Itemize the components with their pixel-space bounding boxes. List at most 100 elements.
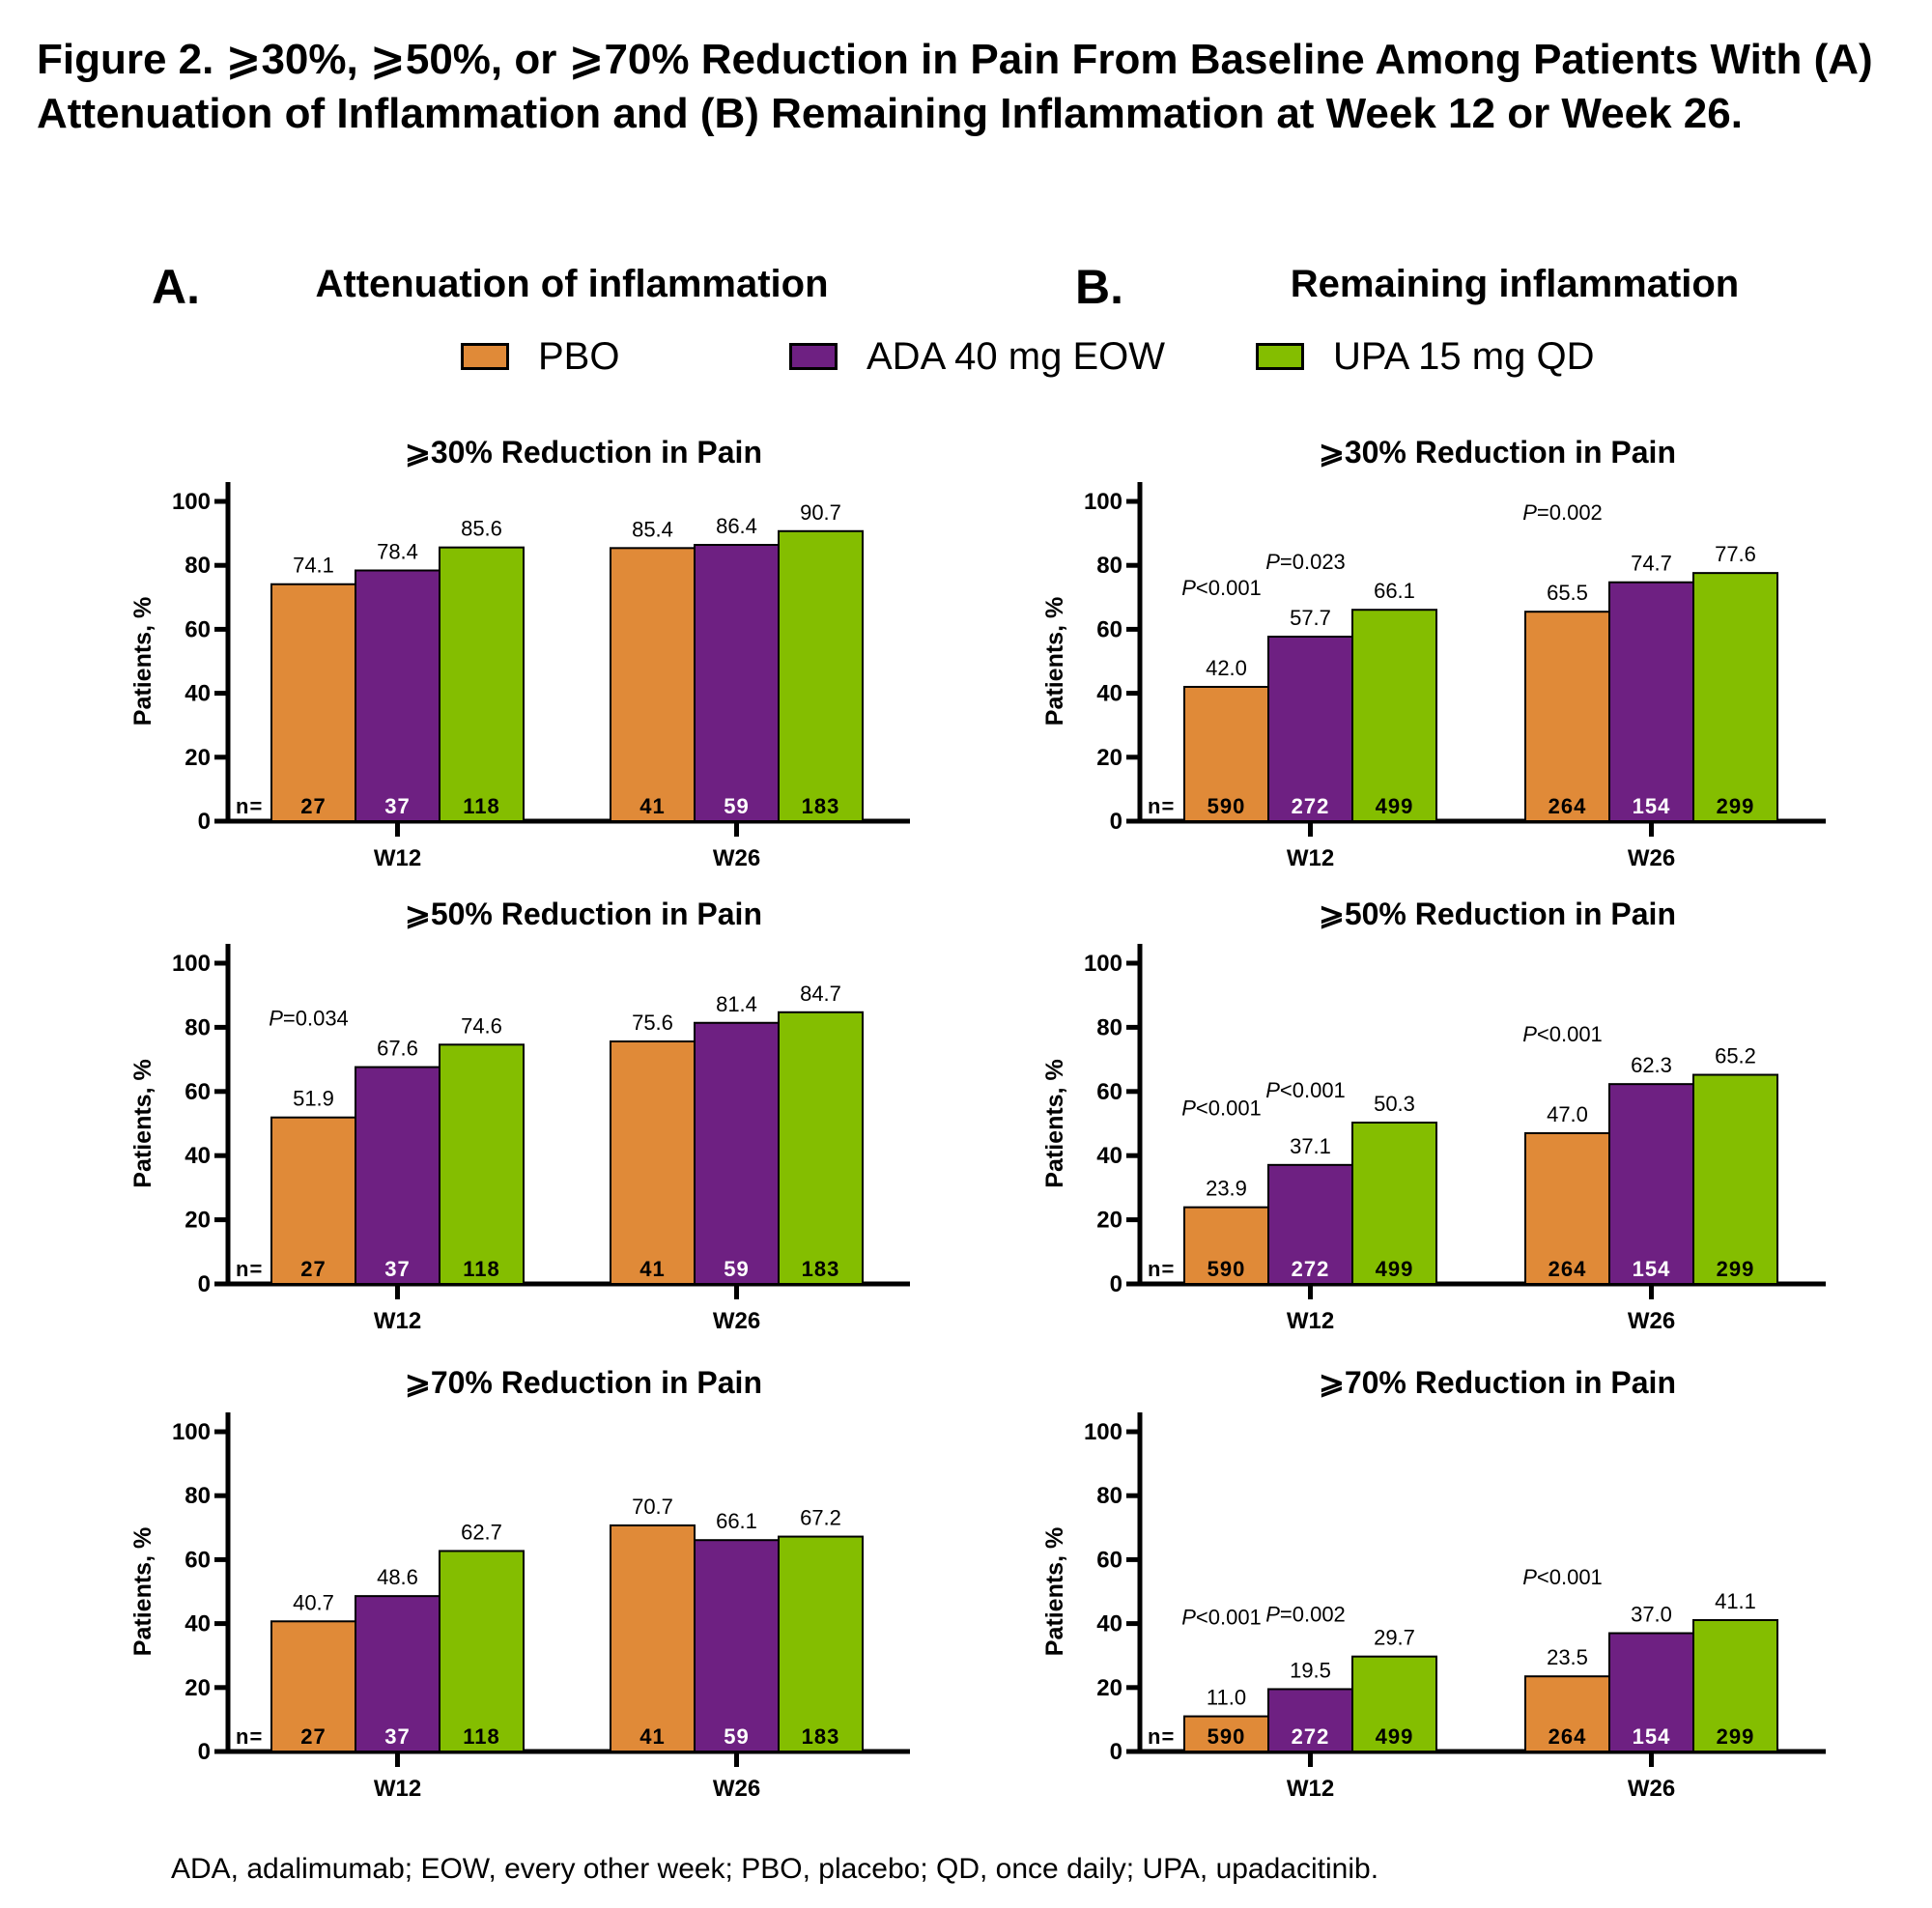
bar-n-label: 499 xyxy=(1376,1257,1414,1281)
bar-n-label: 590 xyxy=(1208,1724,1246,1749)
bar xyxy=(270,583,356,822)
x-category-label: W26 xyxy=(1628,845,1675,871)
panel-a-letter: A. xyxy=(152,260,200,314)
bar-value-label: 48.6 xyxy=(377,1565,418,1589)
bar-value-label: 65.2 xyxy=(1715,1044,1756,1068)
bar xyxy=(1267,1163,1353,1285)
p-value-text: <0.001 xyxy=(1537,1565,1603,1589)
bar-n-label: 41 xyxy=(639,794,665,818)
bar-value-label: 23.5 xyxy=(1547,1645,1588,1669)
chart-title: ⩾50% Reduction in Pain xyxy=(1319,897,1676,931)
p-value-text: <0.001 xyxy=(1196,576,1262,600)
bar xyxy=(355,569,440,822)
bar-n-label: 154 xyxy=(1633,794,1671,818)
x-category-label: W12 xyxy=(1287,1776,1334,1802)
n-prefix-label: n= xyxy=(1148,1257,1175,1281)
y-tick-label: 80 xyxy=(185,1483,211,1509)
bar-n-label: 27 xyxy=(300,1257,326,1281)
bar-n-label: 41 xyxy=(639,1257,665,1281)
bar-value-label: 62.3 xyxy=(1631,1053,1672,1077)
bar-n-label: 59 xyxy=(724,1724,749,1749)
y-tick-label: 20 xyxy=(185,1208,211,1234)
p-value-label: P=0.002 xyxy=(1522,500,1603,525)
x-category-label: W26 xyxy=(713,845,760,871)
legend-item-pbo: PBO xyxy=(461,332,619,381)
bar-n-label: 272 xyxy=(1292,1257,1330,1281)
bar xyxy=(1351,1122,1437,1286)
bar xyxy=(610,1524,696,1753)
y-tick-label: 60 xyxy=(1096,1547,1122,1573)
p-symbol: P xyxy=(1265,1602,1280,1626)
legend-label: PBO xyxy=(538,334,620,378)
x-category-label: W26 xyxy=(1628,1776,1675,1802)
bar xyxy=(1524,611,1610,822)
bar-n-label: 264 xyxy=(1548,1724,1587,1749)
bar-value-label: 57.7 xyxy=(1290,606,1331,630)
y-tick-label: 100 xyxy=(172,951,211,977)
y-tick-label: 0 xyxy=(198,1271,211,1297)
y-tick-label: 100 xyxy=(172,489,211,515)
bar xyxy=(270,1116,356,1286)
figure-title: Figure 2. ⩾30%, ⩾50%, or ⩾70% Reduction … xyxy=(37,36,1873,137)
bar xyxy=(439,1043,525,1285)
bar-n-label: 499 xyxy=(1376,794,1414,818)
y-tick-label: 0 xyxy=(198,809,211,835)
y-axis-label: Patients, % xyxy=(129,597,156,726)
bar xyxy=(270,1620,356,1752)
y-tick-label: 60 xyxy=(1096,1079,1122,1105)
bar xyxy=(1267,1688,1353,1752)
y-axis-label: Patients, % xyxy=(1041,597,1068,726)
p-value-text: =0.023 xyxy=(1280,550,1346,574)
legend-item-upa: UPA 15 mg QD xyxy=(1256,332,1594,381)
bar-value-label: 75.6 xyxy=(632,1011,673,1035)
p-symbol: P xyxy=(1181,576,1196,600)
p-symbol: P xyxy=(1265,550,1280,574)
y-tick-label: 20 xyxy=(1096,1208,1122,1234)
p-value-label: P<0.001 xyxy=(1522,1022,1603,1046)
bar-n-label: 183 xyxy=(802,794,840,818)
y-tick-label: 100 xyxy=(1084,1419,1122,1445)
y-tick-label: 60 xyxy=(1096,616,1122,642)
bar-n-label: 37 xyxy=(384,1724,410,1749)
y-tick-label: 20 xyxy=(185,1675,211,1701)
n-prefix-label: n= xyxy=(236,1257,263,1281)
bar-value-label: 66.1 xyxy=(716,1509,757,1533)
p-symbol: P xyxy=(1522,500,1537,525)
y-axis-label: Patients, % xyxy=(1041,1527,1068,1656)
bar-n-label: 272 xyxy=(1292,794,1330,818)
chart-title: ⩾50% Reduction in Pain xyxy=(405,897,762,931)
bar-n-label: 590 xyxy=(1208,1257,1246,1281)
y-tick-label: 0 xyxy=(1110,1271,1122,1297)
panel-b-letter: B. xyxy=(1075,260,1123,314)
p-value-label: P<0.001 xyxy=(1181,1096,1262,1121)
p-value-text: <0.001 xyxy=(1196,1606,1262,1630)
p-value-label: P=0.034 xyxy=(269,1007,349,1031)
y-tick-label: 0 xyxy=(1110,809,1122,835)
footnote: ADA, adalimumab; EOW, every other week; … xyxy=(171,1853,1379,1885)
y-tick-label: 80 xyxy=(1096,1483,1122,1509)
bar xyxy=(778,1535,864,1752)
bar-value-label: 74.7 xyxy=(1631,552,1672,576)
bar xyxy=(694,1539,780,1752)
bar-n-label: 59 xyxy=(724,1257,749,1281)
legend-label: ADA 40 mg EOW xyxy=(867,334,1165,378)
bar xyxy=(1608,1083,1694,1285)
bar-value-label: 90.7 xyxy=(800,500,841,525)
bar-n-label: 499 xyxy=(1376,1724,1414,1749)
bar-n-label: 299 xyxy=(1717,1257,1755,1281)
p-value-text: <0.001 xyxy=(1196,1096,1262,1121)
bar-value-label: 65.5 xyxy=(1547,581,1588,605)
n-prefix-label: n= xyxy=(236,1724,263,1749)
bar xyxy=(1351,609,1437,822)
p-symbol: P xyxy=(1181,1606,1196,1630)
bar xyxy=(778,1011,864,1286)
y-tick-label: 0 xyxy=(198,1739,211,1765)
y-tick-label: 60 xyxy=(185,1547,211,1573)
y-tick-label: 40 xyxy=(1096,681,1122,707)
y-axis-label: Patients, % xyxy=(1041,1059,1068,1187)
y-tick-label: 0 xyxy=(1110,1739,1122,1765)
bar-value-label: 70.7 xyxy=(632,1495,673,1519)
bar-n-label: 264 xyxy=(1548,1257,1587,1281)
bar-n-label: 154 xyxy=(1633,1257,1671,1281)
